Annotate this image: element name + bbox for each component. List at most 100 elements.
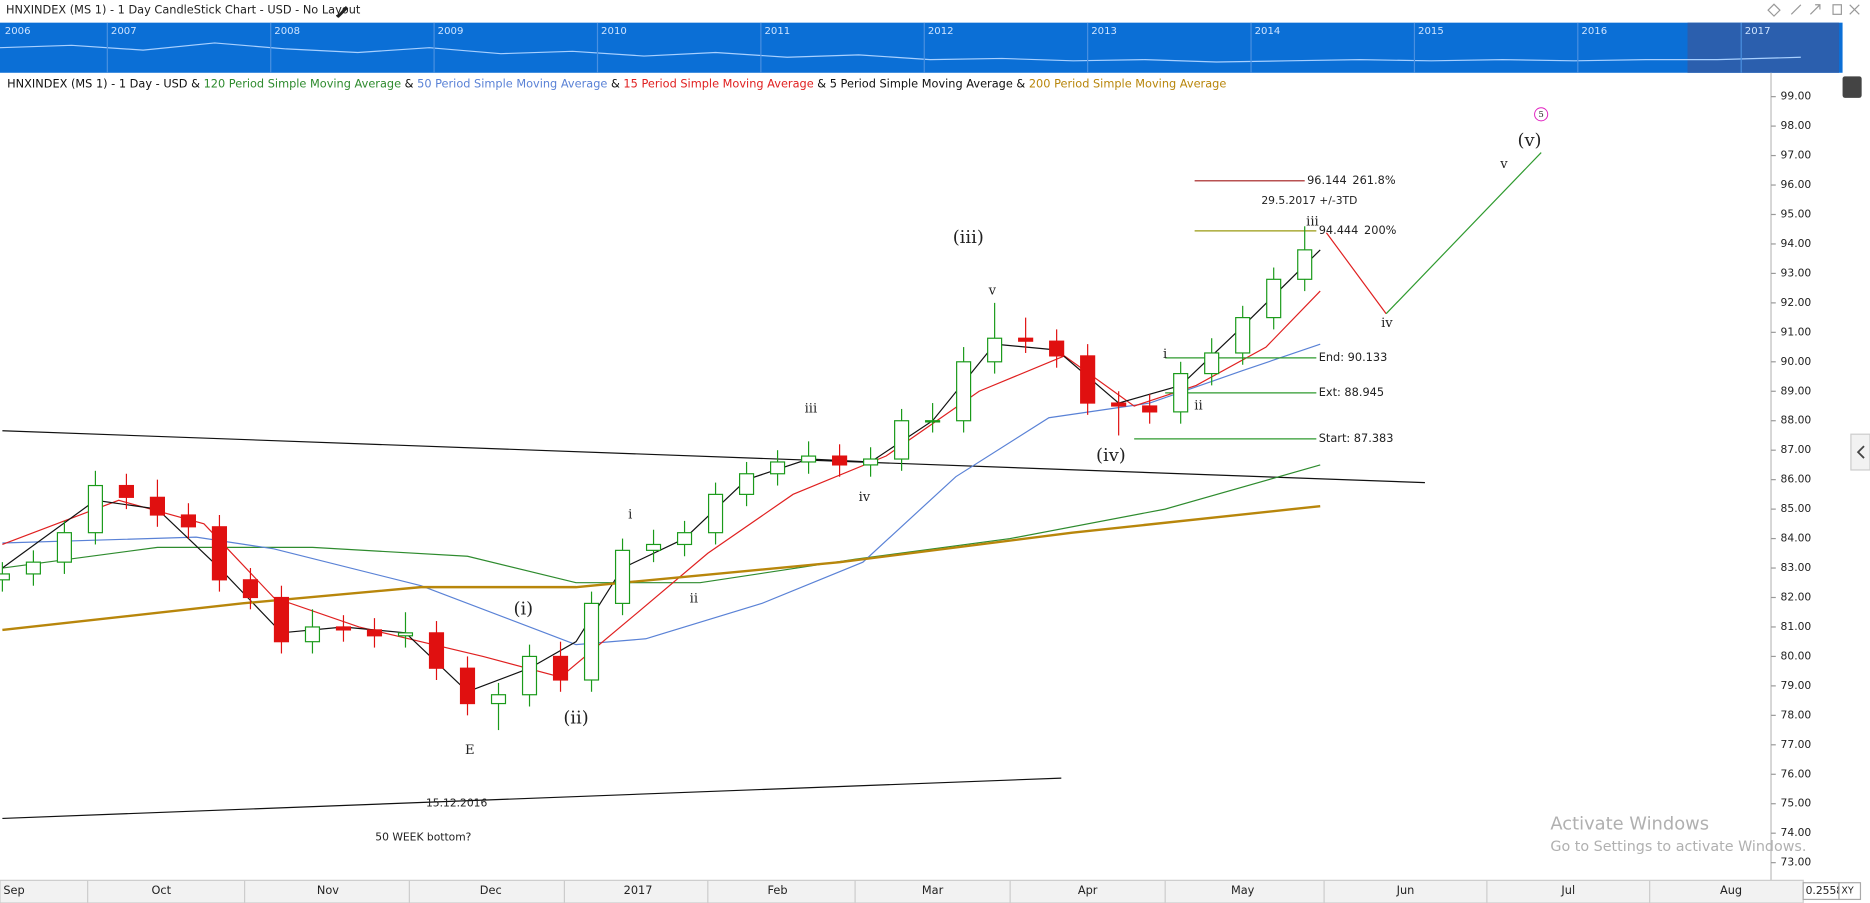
y-tick-label: 76.00 xyxy=(1781,767,1812,780)
watermark: Activate Windows xyxy=(1550,813,1709,834)
candle-body xyxy=(1018,337,1034,342)
candle-body xyxy=(1235,317,1251,354)
icon[interactable] xyxy=(1809,4,1821,15)
legend-separator: & xyxy=(1016,77,1025,91)
annotation: (iv) xyxy=(1096,445,1126,466)
y-tick-label: 87.00 xyxy=(1781,443,1812,456)
icon[interactable] xyxy=(1832,4,1842,15)
y-tick-label: 90.00 xyxy=(1781,355,1812,368)
candle-body xyxy=(1266,278,1282,319)
chart-title: HNXINDEX (MS 1) - 1 Day CandleStick Char… xyxy=(6,3,361,17)
side-tab-arrow xyxy=(1856,445,1865,459)
candle-body xyxy=(118,484,134,498)
x-tick-label: Sep xyxy=(3,883,24,897)
candle-body xyxy=(1142,405,1158,413)
y-tick-label: 80.00 xyxy=(1781,649,1812,662)
trendline xyxy=(2,777,1062,820)
candle-body xyxy=(25,561,41,575)
candle-body xyxy=(707,493,724,534)
y-tick-label: 73.00 xyxy=(1781,856,1812,869)
annotation: i xyxy=(628,508,632,523)
legend-separator: & xyxy=(611,77,620,91)
moving-average xyxy=(2,464,1321,584)
x-tick-label: Dec xyxy=(480,883,502,897)
y-tick-label: 84.00 xyxy=(1781,532,1812,545)
candle-body xyxy=(490,694,507,705)
overview-year: 2006 xyxy=(5,26,31,37)
legend-entry: 15 Period Simple Moving Average xyxy=(623,77,813,91)
candle-body xyxy=(676,532,693,546)
candle-body xyxy=(863,458,879,466)
level-pct: 261.8% xyxy=(1352,173,1395,187)
candle-body xyxy=(180,514,197,528)
x-tick-label: Nov xyxy=(317,883,339,897)
candle-body xyxy=(552,655,569,681)
candle-body xyxy=(1297,249,1313,280)
candle-body xyxy=(366,629,383,637)
overview-line xyxy=(0,42,1801,63)
edit-icon[interactable] xyxy=(336,5,349,18)
y-tick-label: 95.00 xyxy=(1781,207,1812,220)
annotation: iii xyxy=(805,401,818,416)
legend-separator: & xyxy=(191,77,200,91)
overview-navigator[interactable]: 2006 2007 2008 2009 2010 2011 2012 2013 2014 2015… xyxy=(0,22,1843,73)
overview-year: 2008 xyxy=(274,26,300,37)
candle-body xyxy=(770,461,786,475)
y-tick-label: 89.00 xyxy=(1781,384,1812,397)
icon[interactable] xyxy=(1849,4,1860,15)
legend: HNXINDEX (MS 1) - 1 Day - USD & 120 Peri… xyxy=(7,77,1226,91)
trendline xyxy=(1385,152,1542,315)
icon[interactable] xyxy=(1790,4,1802,15)
y-tick-label: 94.00 xyxy=(1781,237,1812,250)
candle-body xyxy=(211,526,228,581)
level-label: Start: 87.383 xyxy=(1319,431,1394,445)
candle-body xyxy=(0,573,10,581)
y-tick-label: 96.00 xyxy=(1781,178,1812,191)
xy-button[interactable] xyxy=(1838,882,1862,901)
watermark: Go to Settings to activate Windows. xyxy=(1550,839,1806,855)
candle-body xyxy=(1204,352,1220,375)
y-tick-label: 86.00 xyxy=(1781,473,1812,486)
icon[interactable] xyxy=(1767,3,1781,17)
candle-body xyxy=(832,455,848,466)
scale-box-text: 0.2558 xyxy=(1806,884,1844,897)
annotation: iv xyxy=(1381,316,1393,331)
legend-entry: 5 Period Simple Moving Average xyxy=(830,77,1013,91)
overview-year: 2015 xyxy=(1418,26,1444,37)
y-tick-label: 97.00 xyxy=(1781,149,1812,162)
annotation: (v) xyxy=(1517,130,1541,151)
legend-prefix: HNXINDEX (MS 1) - 1 Day - USD xyxy=(7,77,188,91)
y-tick-label: 77.00 xyxy=(1781,738,1812,751)
overview-year: 2014 xyxy=(1255,26,1281,37)
candle-body xyxy=(335,626,352,631)
candle-body xyxy=(925,420,941,423)
annotation: (iii) xyxy=(953,227,984,248)
y-tick-label: 93.00 xyxy=(1781,266,1812,279)
candle-body xyxy=(242,579,259,599)
candle-body xyxy=(801,455,817,463)
x-tick-label: Aug xyxy=(1720,883,1742,897)
x-tick-label: Mar xyxy=(922,883,944,897)
level-pct: 200% xyxy=(1364,223,1397,237)
candle-body xyxy=(459,667,476,705)
overview-year: 2017 xyxy=(1745,26,1771,37)
lock-icon[interactable] xyxy=(1842,76,1862,98)
legend-entry: 50 Period Simple Moving Average xyxy=(417,77,607,91)
overview-year: 2012 xyxy=(928,26,954,37)
candle-body xyxy=(1049,340,1065,357)
candle-body xyxy=(87,484,103,534)
side-tab[interactable] xyxy=(1850,433,1870,471)
candle-body xyxy=(1080,355,1096,404)
annotation: 50 WEEK bottom? xyxy=(375,831,471,844)
legend-entry: 120 Period Simple Moving Average xyxy=(204,77,401,91)
x-axis-band xyxy=(0,879,1804,903)
overview-year: 2007 xyxy=(111,26,137,37)
level-label: Ext: 88.945 xyxy=(1319,385,1384,399)
x-tick-label: Apr xyxy=(1078,883,1098,897)
annotation-circle xyxy=(1534,107,1549,122)
candle-body xyxy=(645,543,662,551)
candle-body xyxy=(614,549,631,604)
